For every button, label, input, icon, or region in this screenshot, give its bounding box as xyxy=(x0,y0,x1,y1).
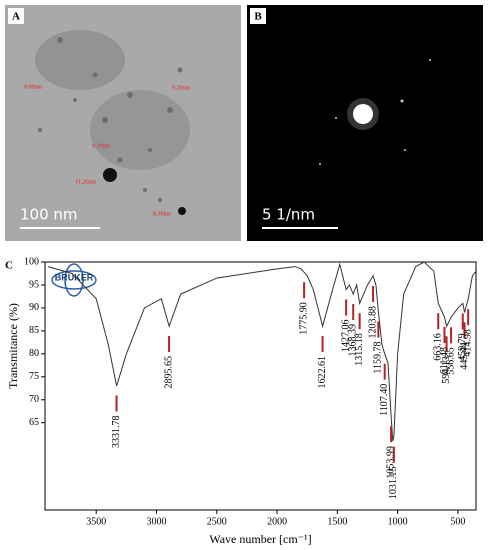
x-tick-label: 2000 xyxy=(267,516,287,527)
y-tick-label: 80 xyxy=(29,348,39,359)
peak-label: 1315.18 xyxy=(354,333,365,366)
x-axis-label: Wave number [cm⁻¹] xyxy=(209,532,311,546)
panel-label-box xyxy=(8,8,24,24)
x-tick-label: 2500 xyxy=(207,516,227,527)
peak-label: 459.79 xyxy=(457,333,468,361)
peak-label: 556.65 xyxy=(445,347,456,375)
plot-frame xyxy=(44,261,477,511)
peak-label: 1368.39 xyxy=(348,324,359,357)
y-tick-label: 100 xyxy=(24,256,39,267)
x-tick-label: 3000 xyxy=(147,516,167,527)
central-spot xyxy=(353,104,373,124)
panel-label: A xyxy=(12,11,20,23)
y-axis-label: Transmitance (%) xyxy=(6,303,20,389)
peak-label: 2895.65 xyxy=(163,356,174,389)
tem-texture xyxy=(35,30,190,202)
peak-label: 414.98 xyxy=(462,329,473,357)
peak-label: 1622.61 xyxy=(317,356,328,389)
size-label: 8.39nm xyxy=(153,211,172,217)
particle xyxy=(103,168,117,182)
scale-label: 5 1/nm xyxy=(262,206,315,224)
size-label: 11.26nm xyxy=(75,179,96,185)
peak-label: 1203.88 xyxy=(367,306,378,339)
peak-label: 663.16 xyxy=(433,333,444,361)
peak-label: 1053.99 xyxy=(385,446,396,479)
x-tick-label: 3500 xyxy=(86,516,106,527)
y-tick-label: 65 xyxy=(29,417,39,428)
spectrum-line xyxy=(47,261,477,442)
size-label: 9.19nm xyxy=(92,143,111,149)
peak-label: 1159.78 xyxy=(373,341,384,373)
peak-label: 1427.06 xyxy=(340,320,351,353)
size-label: 8.09nm xyxy=(24,84,43,90)
peak-label: 594.13 xyxy=(441,356,452,384)
particle xyxy=(178,207,186,215)
x-tick-label: 1000 xyxy=(388,516,408,527)
x-tick-label: 500 xyxy=(450,516,465,527)
panel-label-box xyxy=(250,8,266,24)
y-tick-label: 95 xyxy=(29,279,39,290)
peak-label: 611.48 xyxy=(439,347,450,374)
peak-label: 1107.40 xyxy=(379,384,390,416)
peak-label: 1775.90 xyxy=(298,302,309,335)
spots xyxy=(319,59,431,165)
scale-label: 100 nm xyxy=(20,206,78,224)
logo-text: BRUKER xyxy=(55,272,94,282)
y-tick-label: 75 xyxy=(29,371,39,382)
y-tick-label: 70 xyxy=(29,394,39,405)
y-tick-label: 90 xyxy=(29,302,39,313)
logo: BRUKER xyxy=(51,263,97,297)
peak-label: 445.44 xyxy=(459,342,470,370)
panel-label: B xyxy=(254,11,262,23)
peak-label: 3331.78 xyxy=(111,416,122,449)
size-label: 9.20nm xyxy=(172,85,191,91)
peak-label: 1031.15 xyxy=(388,467,399,500)
x-tick-label: 1500 xyxy=(327,516,347,527)
y-tick-label: 85 xyxy=(29,325,39,336)
panel-label: C xyxy=(5,260,13,272)
